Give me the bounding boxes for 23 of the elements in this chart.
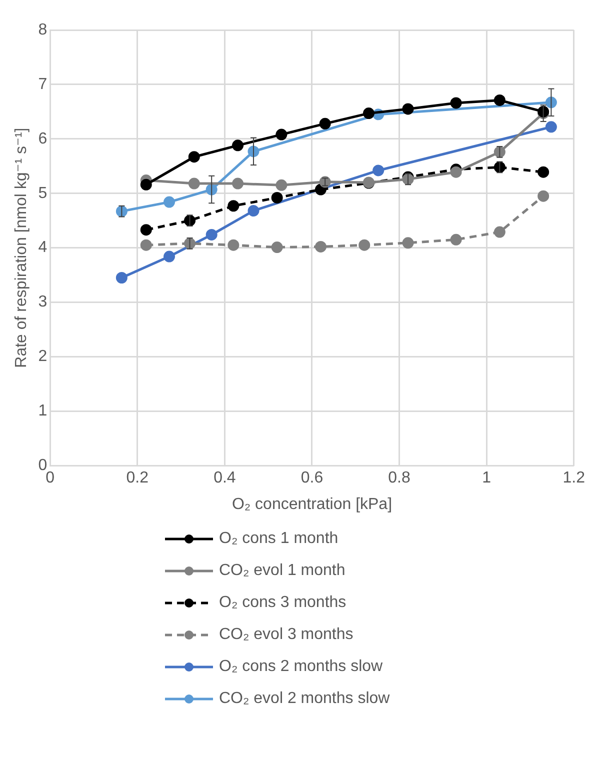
x-tick-label: 0.2 bbox=[126, 470, 149, 487]
legend-label: O₂ cons 2 months slow bbox=[219, 658, 383, 676]
legend-label: CO₂ evol 3 months bbox=[219, 626, 354, 644]
y-tick-label: 8 bbox=[38, 21, 48, 38]
x-tick-label: 0.6 bbox=[300, 470, 324, 487]
x-tick-label: 0.8 bbox=[388, 470, 411, 487]
y-tick-label: 0 bbox=[38, 457, 48, 474]
x-tick-label: 1.2 bbox=[562, 470, 586, 487]
y-axis-title: Rate of respiration [nmol kg⁻¹ s⁻¹] bbox=[13, 128, 30, 368]
y-tick-label: 2 bbox=[38, 348, 48, 366]
x-axis-title: O₂ concentration [kPa] bbox=[232, 496, 392, 513]
y-tick-label: 5 bbox=[38, 184, 48, 202]
legend-label: O₂ cons 1 month bbox=[219, 530, 338, 548]
x-tick-label: 0.4 bbox=[214, 470, 236, 487]
legend-label: CO₂ evol 1 month bbox=[219, 562, 346, 580]
y-tick-label: 7 bbox=[38, 76, 48, 93]
y-tick-label: 1 bbox=[38, 402, 48, 420]
legend-label: O₂ cons 3 months bbox=[219, 594, 346, 612]
x-tick-label: 1 bbox=[482, 470, 492, 487]
y-tick-label: 3 bbox=[38, 294, 48, 311]
y-tick-label: 4 bbox=[38, 239, 48, 256]
y-tick-label: 6 bbox=[38, 130, 48, 148]
legend-label: CO₂ evol 2 months slow bbox=[219, 690, 390, 708]
